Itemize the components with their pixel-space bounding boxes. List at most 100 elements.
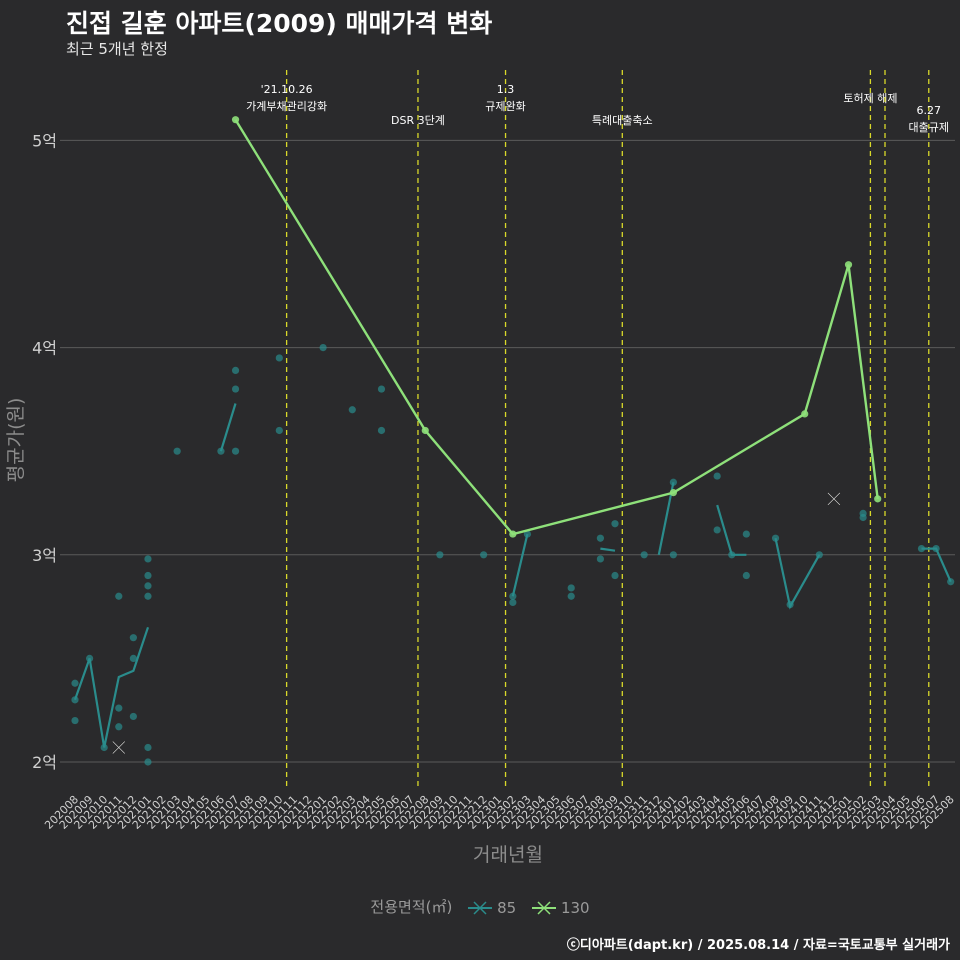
data-point-85[interactable] bbox=[71, 716, 79, 725]
data-point-85[interactable] bbox=[669, 478, 677, 486]
data-point-85[interactable] bbox=[129, 634, 137, 642]
data-point-85[interactable] bbox=[275, 354, 283, 362]
chart-subtitle: 최근 5개년 한정 bbox=[66, 40, 168, 58]
data-point-85[interactable] bbox=[144, 555, 152, 563]
series-130 bbox=[231, 116, 882, 538]
data-point-85[interactable] bbox=[231, 366, 240, 374]
data-point-85[interactable] bbox=[815, 551, 823, 559]
data-point-85[interactable] bbox=[115, 704, 123, 712]
data-point-85[interactable] bbox=[567, 592, 575, 600]
data-point-85[interactable] bbox=[275, 426, 283, 435]
event-label: 1.3 bbox=[497, 83, 515, 96]
chart-title: 진접 길훈 아파트(2009) 매매가격 변화 bbox=[66, 9, 493, 38]
series-line-85 bbox=[219, 403, 237, 452]
series-line-130 bbox=[234, 119, 879, 536]
event-label: 대출규제 bbox=[909, 121, 949, 134]
data-point-85[interactable] bbox=[348, 406, 356, 414]
data-point-85[interactable] bbox=[319, 344, 327, 352]
series-line-85 bbox=[600, 547, 616, 552]
data-point-85[interactable] bbox=[947, 578, 955, 586]
legend-item-85[interactable]: 85 bbox=[467, 898, 516, 917]
data-point-85[interactable] bbox=[144, 592, 152, 600]
source-credit: ⓒ디아파트(dapt.kr) / 2025.08.14 / 자료=국토교통부 실… bbox=[566, 938, 950, 953]
data-point-85[interactable] bbox=[932, 544, 940, 553]
data-point-85[interactable] bbox=[144, 758, 152, 766]
data-point-85[interactable] bbox=[115, 723, 123, 731]
data-point-130[interactable] bbox=[801, 410, 809, 418]
event-label: 토허제 해제 bbox=[843, 91, 897, 105]
x-axis-title: 거래년월 bbox=[473, 844, 543, 866]
data-point-85[interactable] bbox=[713, 472, 721, 480]
event-label: 6.27 bbox=[917, 104, 942, 117]
grid-lines bbox=[60, 139, 955, 763]
data-point-85[interactable] bbox=[523, 530, 532, 538]
data-point-85[interactable] bbox=[742, 571, 750, 580]
data-point-85[interactable] bbox=[377, 385, 386, 393]
data-point-85[interactable] bbox=[85, 654, 94, 663]
data-point-85[interactable] bbox=[173, 447, 181, 455]
data-point-85[interactable] bbox=[231, 385, 240, 393]
series-line-85 bbox=[921, 547, 952, 583]
y-tick-label: 4억 bbox=[32, 339, 57, 358]
series-line-85 bbox=[73, 626, 150, 748]
data-point-85[interactable] bbox=[71, 696, 79, 704]
data-point-85[interactable] bbox=[567, 584, 575, 592]
data-point-85[interactable] bbox=[231, 447, 240, 455]
data-point-85[interactable] bbox=[217, 447, 225, 455]
legend-key-85 bbox=[468, 901, 493, 915]
data-point-85[interactable] bbox=[509, 598, 517, 607]
outlier-mark-130 bbox=[827, 492, 841, 506]
y-tick-label: 3억 bbox=[32, 546, 57, 565]
data-point-85[interactable] bbox=[144, 743, 152, 752]
data-point-85[interactable] bbox=[713, 526, 721, 534]
data-point-85[interactable] bbox=[129, 654, 137, 663]
data-point-85[interactable] bbox=[100, 743, 108, 752]
event-label: DSR 3단계 bbox=[391, 114, 445, 127]
legend-title: 전용면적(㎡) bbox=[370, 898, 453, 916]
data-point-130[interactable] bbox=[844, 261, 853, 269]
series-line-85 bbox=[774, 537, 821, 610]
data-point-85[interactable] bbox=[596, 555, 605, 563]
data-point-130[interactable] bbox=[231, 116, 240, 124]
legend-key-130 bbox=[531, 901, 556, 915]
data-point-130[interactable] bbox=[509, 530, 517, 538]
data-point-85[interactable] bbox=[436, 551, 444, 559]
data-point-85[interactable] bbox=[115, 592, 123, 600]
legend-item-130[interactable]: 130 bbox=[531, 898, 590, 917]
data-point-85[interactable] bbox=[742, 530, 750, 538]
data-point-85[interactable] bbox=[669, 551, 677, 559]
data-point-85[interactable] bbox=[509, 592, 517, 600]
data-point-85[interactable] bbox=[611, 571, 619, 580]
data-point-85[interactable] bbox=[771, 534, 780, 542]
data-point-85[interactable] bbox=[144, 571, 152, 580]
series-line-85 bbox=[511, 533, 529, 597]
series-layer bbox=[71, 116, 955, 766]
data-point-85[interactable] bbox=[377, 426, 386, 435]
data-point-85[interactable] bbox=[728, 551, 736, 559]
event-label: '21.10.26 bbox=[261, 83, 313, 96]
data-point-85[interactable] bbox=[611, 520, 619, 528]
data-point-85[interactable] bbox=[71, 679, 79, 687]
data-point-130[interactable] bbox=[421, 426, 429, 435]
data-point-130[interactable] bbox=[874, 495, 882, 503]
legend-label-85: 85 bbox=[497, 898, 517, 917]
data-point-85[interactable] bbox=[786, 600, 794, 609]
data-point-85[interactable] bbox=[144, 582, 152, 590]
data-point-85[interactable] bbox=[596, 534, 605, 542]
event-label: 규제완화 bbox=[485, 100, 525, 113]
data-point-85[interactable] bbox=[129, 712, 137, 721]
series-85 bbox=[71, 344, 955, 766]
legend-label-130: 130 bbox=[560, 898, 590, 917]
data-point-85[interactable] bbox=[640, 551, 648, 559]
data-point-85[interactable] bbox=[859, 513, 867, 522]
data-point-130[interactable] bbox=[669, 489, 677, 497]
y-tick-label: 2억 bbox=[32, 753, 57, 772]
y-tick-label: 5억 bbox=[32, 131, 57, 150]
outlier-mark-85 bbox=[112, 741, 126, 754]
data-point-85[interactable] bbox=[480, 551, 488, 559]
event-label: 가계부채관리강화 bbox=[246, 100, 327, 113]
data-point-85[interactable] bbox=[917, 544, 926, 553]
